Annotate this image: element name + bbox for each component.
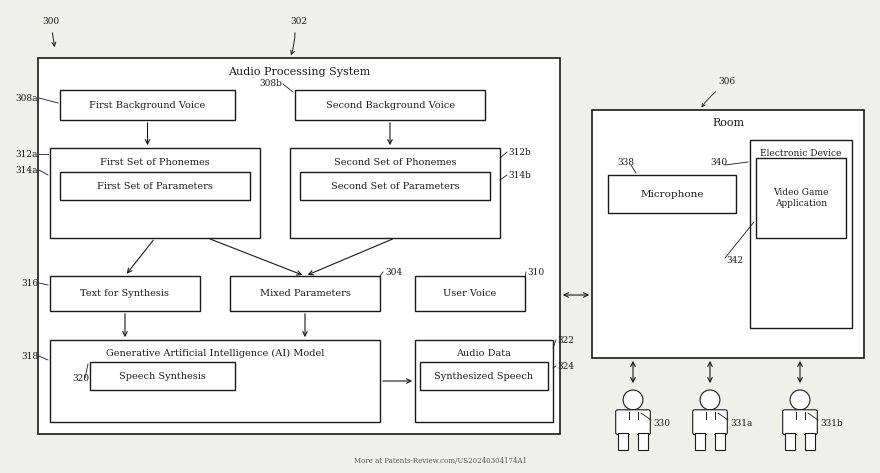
Text: 318: 318 [21, 351, 38, 360]
Text: 310: 310 [527, 268, 544, 277]
Text: Audio Data: Audio Data [457, 349, 511, 358]
Text: Text for Synthesis: Text for Synthesis [80, 289, 170, 298]
Text: Electronic Device: Electronic Device [760, 149, 841, 158]
Bar [60, 172, 250, 200]
Text: 302: 302 [290, 18, 307, 26]
Text: First Set of Phonemes: First Set of Phonemes [100, 158, 209, 166]
Text: Speech Synthesis: Speech Synthesis [119, 371, 206, 380]
Text: More at Patents-Review.com/US20240304174A1: More at Patents-Review.com/US20240304174… [354, 457, 526, 465]
Text: Generative Artificial Intelligence (AI) Model: Generative Artificial Intelligence (AI) … [106, 349, 324, 358]
Text: Mixed Parameters: Mixed Parameters [260, 289, 350, 298]
Circle shape [790, 390, 810, 410]
Text: 308b: 308b [259, 79, 282, 88]
Bar [592, 110, 864, 358]
Text: 322: 322 [557, 335, 574, 344]
Bar [415, 276, 525, 311]
Bar [415, 340, 553, 422]
Bar [300, 172, 490, 200]
Text: Second Set of Phonemes: Second Set of Phonemes [334, 158, 456, 166]
Text: 314a: 314a [16, 166, 38, 175]
Text: 300: 300 [42, 18, 59, 26]
FancyBboxPatch shape [782, 410, 818, 435]
Text: Microphone: Microphone [641, 190, 704, 199]
Bar [694, 433, 705, 450]
Text: Video Game
Application: Video Game Application [774, 188, 829, 208]
Text: 340: 340 [710, 158, 727, 166]
Bar [420, 362, 548, 390]
Text: 331a: 331a [730, 419, 752, 428]
Bar [785, 433, 795, 450]
Text: 312b: 312b [508, 148, 531, 157]
Text: Audio Processing System: Audio Processing System [228, 67, 370, 77]
Text: 338: 338 [617, 158, 634, 166]
Circle shape [700, 390, 720, 410]
Text: 320: 320 [72, 374, 89, 383]
FancyBboxPatch shape [693, 410, 727, 435]
Bar [608, 175, 736, 213]
Bar [638, 433, 649, 450]
Bar [50, 340, 380, 422]
Text: 306: 306 [718, 78, 735, 87]
Text: 308a: 308a [16, 94, 38, 103]
Bar [290, 148, 500, 238]
Bar [618, 433, 627, 450]
Text: 316: 316 [21, 279, 38, 288]
Text: Second Set of Parameters: Second Set of Parameters [331, 182, 459, 191]
Bar [50, 148, 260, 238]
Text: 324: 324 [557, 361, 574, 370]
Text: 314b: 314b [508, 170, 531, 179]
Bar [230, 276, 380, 311]
Bar [756, 158, 846, 238]
Bar [60, 90, 235, 120]
Bar [90, 362, 235, 390]
Text: 312a: 312a [16, 149, 38, 158]
Text: 331b: 331b [820, 419, 843, 428]
Bar [715, 433, 725, 450]
FancyBboxPatch shape [616, 410, 650, 435]
Bar [805, 433, 815, 450]
Text: 330: 330 [653, 419, 670, 428]
Bar [750, 140, 852, 328]
Bar [50, 276, 200, 311]
Text: Second Background Voice: Second Background Voice [326, 100, 454, 110]
Text: Synthesized Speech: Synthesized Speech [435, 371, 533, 380]
Text: Room: Room [712, 118, 744, 128]
Bar [38, 58, 560, 434]
Text: First Set of Parameters: First Set of Parameters [97, 182, 213, 191]
Text: 304: 304 [385, 268, 402, 277]
Circle shape [623, 390, 643, 410]
Text: First Background Voice: First Background Voice [90, 100, 206, 110]
Text: User Voice: User Voice [444, 289, 496, 298]
Text: 342: 342 [726, 255, 743, 264]
Bar [295, 90, 485, 120]
